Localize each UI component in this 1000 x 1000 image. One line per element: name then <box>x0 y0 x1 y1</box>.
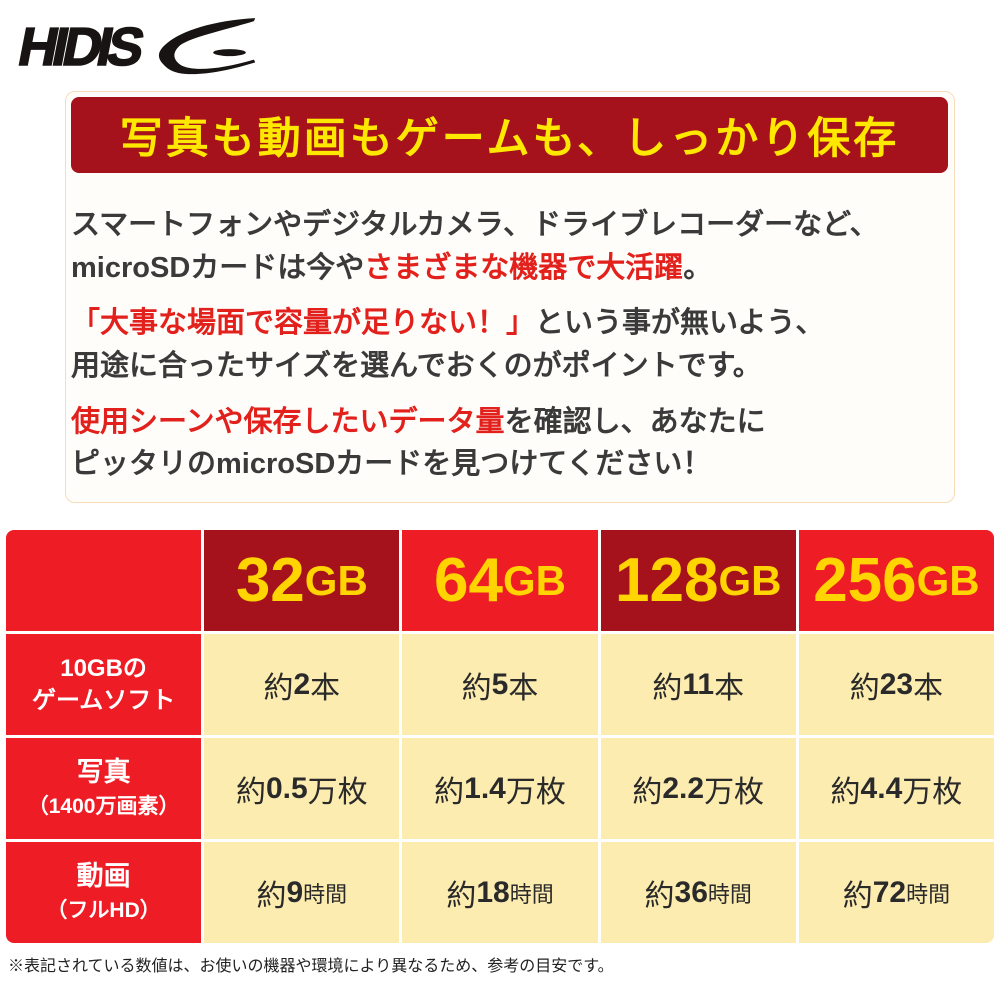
svg-text:HIDIS: HIDIS <box>14 17 147 76</box>
